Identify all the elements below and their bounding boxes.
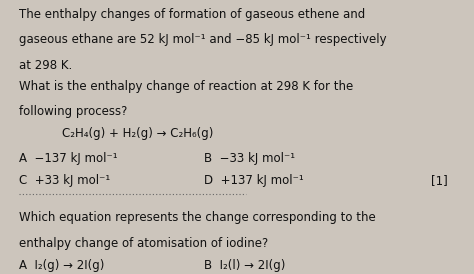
Text: following process?: following process? bbox=[19, 105, 128, 118]
Text: A  I₂(g) → 2I(g): A I₂(g) → 2I(g) bbox=[19, 259, 104, 272]
Text: B  I₂(l) → 2I(g): B I₂(l) → 2I(g) bbox=[204, 259, 285, 272]
Text: Which equation represents the change corresponding to the: Which equation represents the change cor… bbox=[19, 212, 376, 224]
Text: [1]: [1] bbox=[431, 174, 448, 187]
Text: C  +33 kJ mol⁻¹: C +33 kJ mol⁻¹ bbox=[19, 174, 110, 187]
Text: A  −137 kJ mol⁻¹: A −137 kJ mol⁻¹ bbox=[19, 152, 118, 165]
Text: enthalpy change of atomisation of iodine?: enthalpy change of atomisation of iodine… bbox=[19, 237, 268, 250]
Text: D  +137 kJ mol⁻¹: D +137 kJ mol⁻¹ bbox=[204, 174, 303, 187]
Text: gaseous ethane are 52 kJ mol⁻¹ and −85 kJ mol⁻¹ respectively: gaseous ethane are 52 kJ mol⁻¹ and −85 k… bbox=[19, 33, 387, 46]
Text: The enthalpy changes of formation of gaseous ethene and: The enthalpy changes of formation of gas… bbox=[19, 8, 365, 21]
Text: at 298 K.: at 298 K. bbox=[19, 59, 72, 72]
Text: B  −33 kJ mol⁻¹: B −33 kJ mol⁻¹ bbox=[204, 152, 295, 165]
Text: What is the enthalpy change of reaction at 298 K for the: What is the enthalpy change of reaction … bbox=[19, 80, 353, 93]
Text: C₂H₄(g) + H₂(g) → C₂H₆(g): C₂H₄(g) + H₂(g) → C₂H₆(g) bbox=[62, 127, 213, 140]
